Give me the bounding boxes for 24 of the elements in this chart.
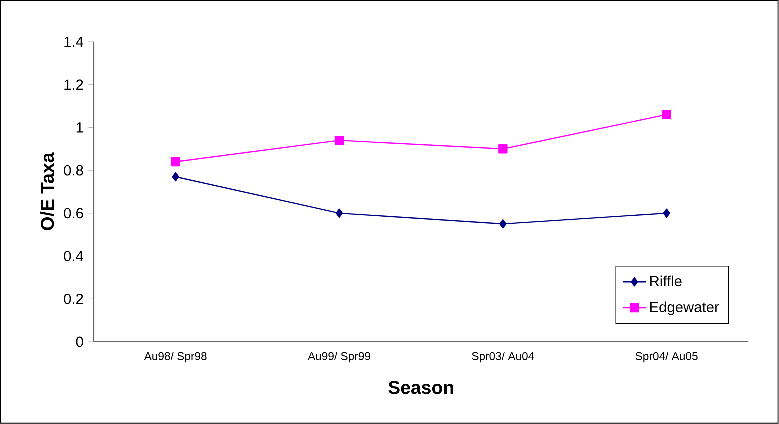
- y-tick-label: 0.6: [64, 208, 84, 219]
- y-tick-label: 0.8: [64, 165, 84, 176]
- x-tick-label: Au99/ Spr99: [308, 352, 370, 363]
- y-tick-label: 0.4: [64, 251, 84, 262]
- x-tick-label: Au98/ Spr98: [144, 352, 207, 363]
- x-axis-title: Season: [388, 381, 454, 394]
- point: [498, 144, 508, 154]
- point: [500, 220, 507, 229]
- point: [663, 208, 670, 218]
- y-axis-title: O/E Taxa: [40, 152, 54, 230]
- y-tick-label: 0: [76, 336, 84, 348]
- point: [334, 136, 344, 146]
- y-tick-label: 1.4: [64, 36, 84, 48]
- y-tick-label: 1.2: [64, 80, 84, 90]
- legend-label: Riffle: [650, 276, 682, 287]
- point: [336, 208, 344, 218]
- y-tick-label: 0.2: [64, 294, 84, 304]
- legend-label: Edgewater: [650, 302, 720, 316]
- y-tick-label: 1: [76, 122, 84, 133]
- x-tick-label: Spr03/ Au04: [472, 352, 534, 363]
- point: [171, 157, 180, 167]
- point: [172, 172, 180, 182]
- x-tick-label: Spr04/ Au05: [636, 352, 698, 363]
- point: [662, 110, 672, 120]
